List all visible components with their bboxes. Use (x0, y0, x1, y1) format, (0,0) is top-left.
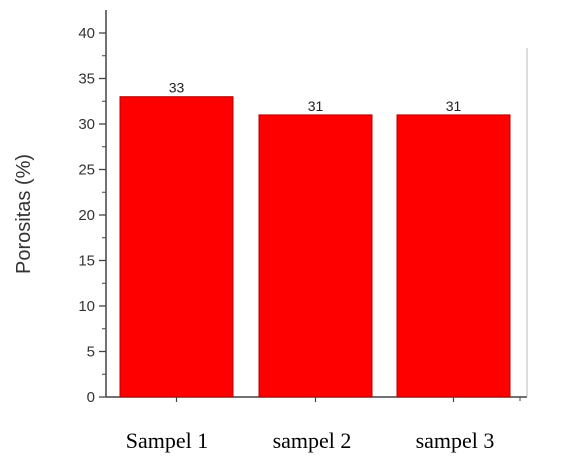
bar (396, 114, 511, 398)
bar-data-label: 33 (169, 80, 185, 96)
bar-data-label: 31 (446, 98, 462, 114)
y-tick-label: 30 (78, 116, 95, 133)
bar (119, 96, 234, 398)
y-tick-label: 15 (78, 253, 95, 270)
y-tick-label: 10 (78, 298, 95, 315)
y-tick-label: 40 (78, 25, 95, 42)
data-labels: 33 31 31 (169, 80, 462, 114)
y-tick-label: 0 (87, 389, 95, 406)
y-tick-label: 20 (78, 207, 95, 224)
bars (119, 96, 511, 398)
y-axis-title: Porositas (%) (13, 154, 35, 274)
y-tick-label: 5 (87, 344, 95, 361)
bar (258, 114, 373, 398)
y-axis-ticks (99, 32, 106, 398)
y-axis-tick-labels: 0 5 10 15 20 25 30 35 40 (78, 25, 95, 406)
y-tick-label: 25 (78, 162, 95, 179)
x-axis-ticks (175, 397, 521, 402)
x-category-label: sampel 3 (416, 428, 495, 453)
bar-data-label: 31 (308, 98, 324, 114)
x-axis-category-labels: Sampel 1 sampel 2 sampel 3 (126, 428, 495, 453)
x-category-label: sampel 2 (273, 428, 352, 453)
x-category-label: Sampel 1 (126, 428, 209, 453)
y-tick-label: 35 (78, 71, 95, 88)
